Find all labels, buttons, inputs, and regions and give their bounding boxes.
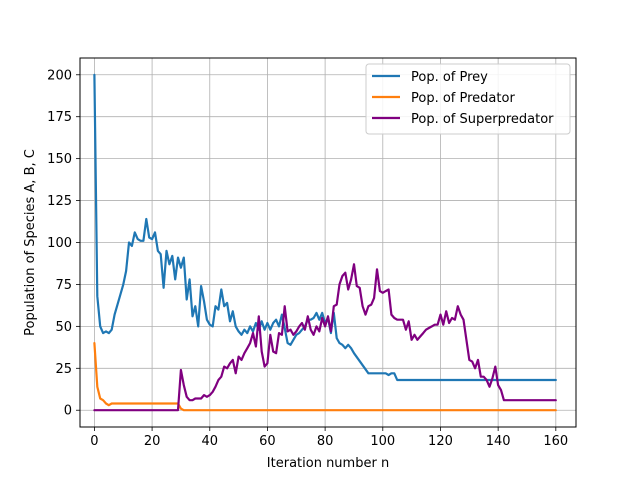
series-line-1 (93, 73, 557, 382)
legend: Pop. of Prey Pop. of Predator Pop. of Supe… (365, 63, 571, 135)
x-tick-label: 140 (486, 434, 511, 449)
x-tick-label: 20 (144, 434, 161, 449)
x-tick-label: 0 (90, 434, 98, 449)
axis-ticks: 0 20 40 60 80 100 120 140 160 0 25 50 75 100 125 150 175… (47, 68, 568, 449)
legend-label: Pop. of Superpredator (411, 112, 554, 127)
legend-label: Pop. of Prey (411, 70, 488, 85)
y-tick-label: 175 (47, 110, 72, 125)
x-tick-label: 100 (370, 434, 395, 449)
x-tick-label: 160 (543, 434, 568, 449)
y-tick-label: 200 (47, 68, 72, 83)
y-tick-label: 125 (47, 194, 72, 209)
y-tick-label: 25 (55, 362, 72, 377)
y-tick-label: 50 (55, 320, 72, 335)
x-axis-label: Iteration number n (267, 456, 389, 471)
y-tick-label: 75 (55, 278, 72, 293)
x-tick-label: 80 (317, 434, 334, 449)
series-line-2 (93, 342, 557, 412)
y-tick-label: 100 (47, 236, 72, 251)
x-tick-label: 60 (259, 434, 276, 449)
y-axis-label: Population of Species A, B, C (23, 149, 38, 336)
series-line-3 (93, 263, 557, 412)
legend-label: Pop. of Predator (411, 91, 515, 106)
y-tick-label: 0 (64, 404, 72, 419)
x-tick-label: 120 (428, 434, 453, 449)
series-lines (93, 73, 557, 412)
legend-box (365, 63, 571, 135)
y-tick-label: 150 (47, 152, 72, 167)
x-tick-label: 40 (201, 434, 218, 449)
